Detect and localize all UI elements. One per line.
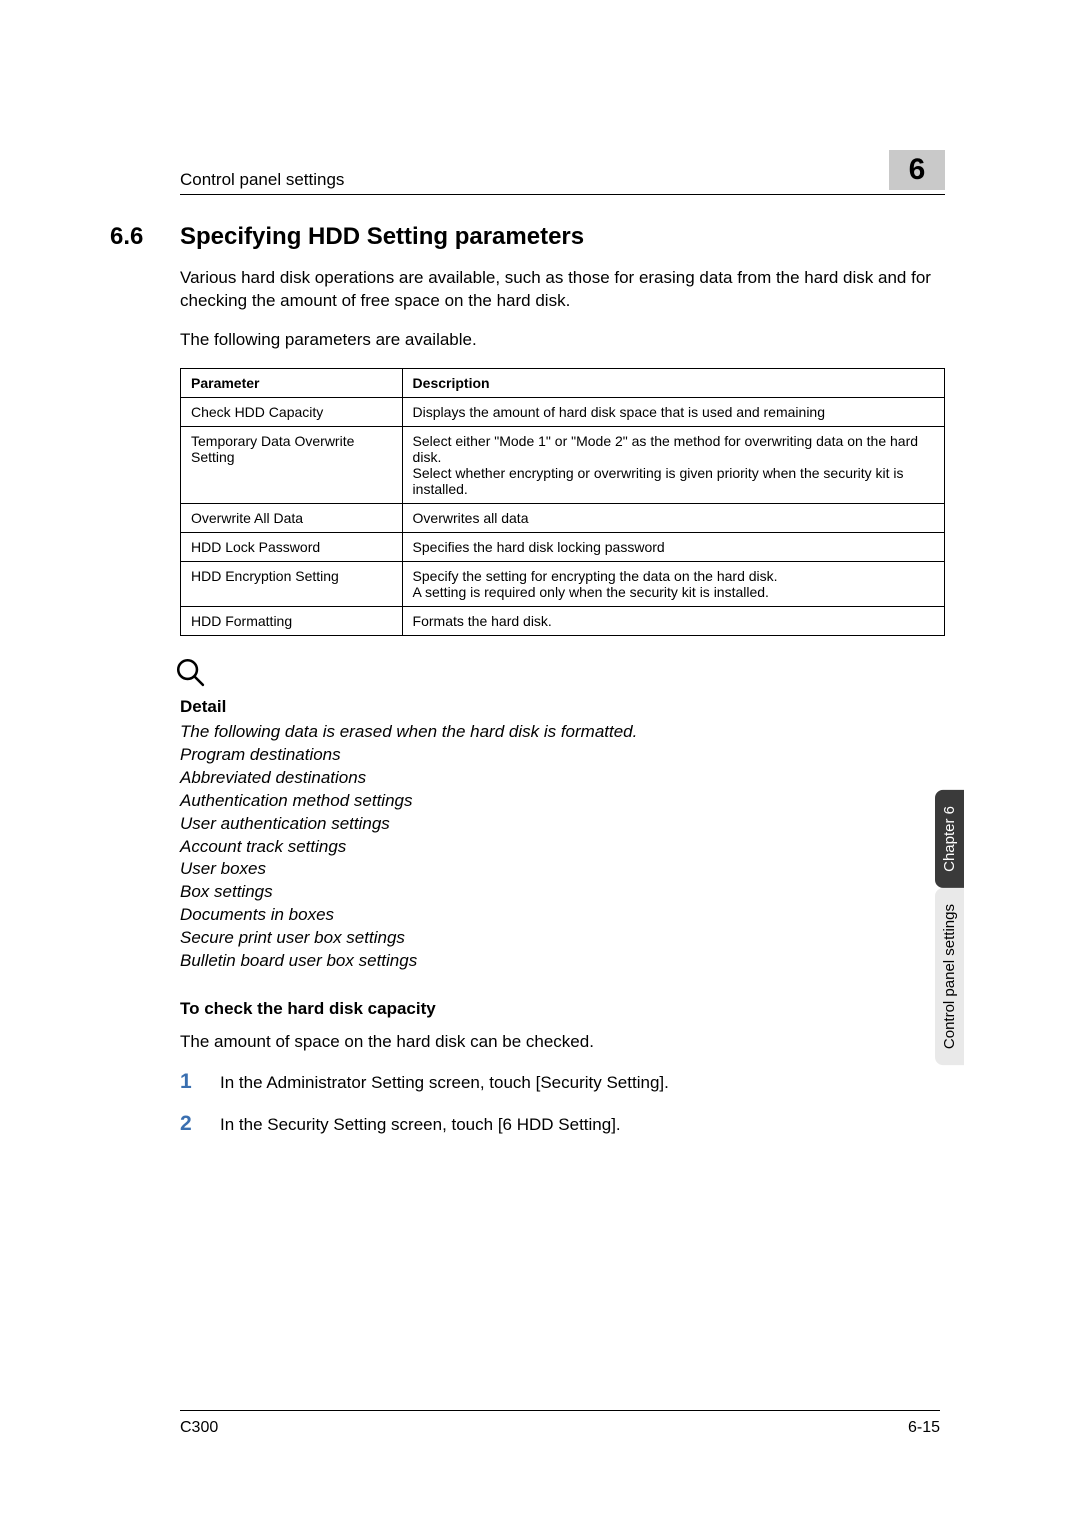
- table-row: HDD Encryption Setting Specify the setti…: [181, 561, 945, 606]
- detail-line: Authentication method settings: [180, 790, 945, 813]
- header-chapter-box: 6: [889, 150, 945, 190]
- step-row: 1 In the Administrator Setting screen, t…: [180, 1070, 945, 1094]
- footer-right: 6-15: [908, 1419, 940, 1437]
- detail-line: Abbreviated destinations: [180, 767, 945, 790]
- table-cell-param: Check HDD Capacity: [181, 397, 403, 426]
- detail-line: User boxes: [180, 858, 945, 881]
- check-intro: The amount of space on the hard disk can…: [180, 1031, 945, 1054]
- table-cell-param: Overwrite All Data: [181, 503, 403, 532]
- table-cell-desc: Select either "Mode 1" or "Mode 2" as th…: [402, 426, 944, 503]
- table-head-parameter: Parameter: [181, 368, 403, 397]
- table-cell-param: HDD Encryption Setting: [181, 561, 403, 606]
- page-header: Control panel settings 6: [180, 150, 945, 195]
- section-title: Specifying HDD Setting parameters: [180, 223, 584, 251]
- table-cell-param: HDD Lock Password: [181, 532, 403, 561]
- table-cell-desc: Formats the hard disk.: [402, 606, 944, 635]
- page-footer: C300 6-15: [180, 1410, 940, 1437]
- detail-line: The following data is erased when the ha…: [180, 721, 945, 744]
- step-text: In the Administrator Setting screen, tou…: [220, 1073, 669, 1093]
- table-row: Check HDD Capacity Displays the amount o…: [181, 397, 945, 426]
- table-cell-desc: Specifies the hard disk locking password: [402, 532, 944, 561]
- table-cell-desc: Overwrites all data: [402, 503, 944, 532]
- parameters-table: Parameter Description Check HDD Capacity…: [180, 368, 945, 636]
- table-row: Temporary Data Overwrite Setting Select …: [181, 426, 945, 503]
- header-title: Control panel settings: [180, 170, 344, 190]
- table-row: HDD Formatting Formats the hard disk.: [181, 606, 945, 635]
- intro-paragraph: Various hard disk operations are availab…: [180, 267, 945, 313]
- table-cell-param: HDD Formatting: [181, 606, 403, 635]
- detail-line: Documents in boxes: [180, 904, 945, 927]
- detail-line: Secure print user box settings: [180, 927, 945, 950]
- table-cell-desc: Specify the setting for encrypting the d…: [402, 561, 944, 606]
- detail-line: Bulletin board user box settings: [180, 950, 945, 973]
- table-cell-desc: Displays the amount of hard disk space t…: [402, 397, 944, 426]
- section-body: Various hard disk operations are availab…: [180, 267, 945, 1136]
- side-tab-chapter: Chapter 6: [935, 790, 964, 888]
- step-number: 2: [180, 1112, 198, 1136]
- section-heading-row: 6.6 Specifying HDD Setting parameters: [180, 223, 945, 251]
- step-number: 1: [180, 1070, 198, 1094]
- check-heading: To check the hard disk capacity: [180, 999, 945, 1019]
- section-number: 6.6: [110, 223, 156, 251]
- page: Control panel settings 6 6.6 Specifying …: [0, 0, 1080, 1527]
- table-head-description: Description: [402, 368, 944, 397]
- detail-line: User authentication settings: [180, 813, 945, 836]
- detail-line: Account track settings: [180, 836, 945, 859]
- step-row: 2 In the Security Setting screen, touch …: [180, 1112, 945, 1136]
- table-row: Overwrite All Data Overwrites all data: [181, 503, 945, 532]
- side-tab-section: Control panel settings: [935, 888, 964, 1065]
- table-row: HDD Lock Password Specifies the hard dis…: [181, 532, 945, 561]
- detail-heading: Detail: [180, 697, 945, 717]
- side-tabs: Chapter 6 Control panel settings: [935, 790, 964, 1065]
- step-text: In the Security Setting screen, touch [6…: [220, 1115, 621, 1135]
- footer-left: C300: [180, 1419, 218, 1437]
- detail-line: Box settings: [180, 881, 945, 904]
- chapter-number-badge: 6: [889, 150, 945, 190]
- detail-body: The following data is erased when the ha…: [180, 721, 945, 973]
- avail-paragraph: The following parameters are available.: [180, 329, 945, 352]
- magnifier-icon: [174, 656, 945, 695]
- detail-line: Program destinations: [180, 744, 945, 767]
- table-cell-param: Temporary Data Overwrite Setting: [181, 426, 403, 503]
